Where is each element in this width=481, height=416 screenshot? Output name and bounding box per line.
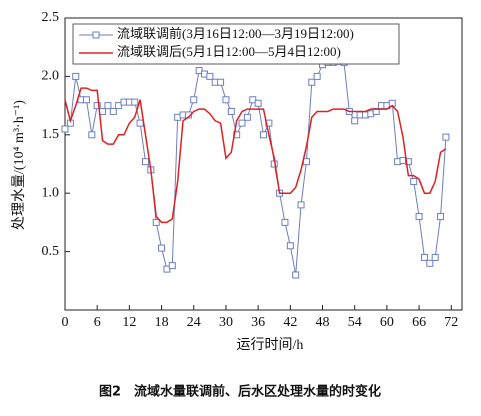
series-marker bbox=[93, 102, 101, 110]
series-marker bbox=[222, 96, 230, 104]
series-marker bbox=[190, 96, 198, 104]
x-tick-label: 0 bbox=[62, 315, 69, 330]
x-tick-label: 54 bbox=[348, 315, 362, 330]
series-marker bbox=[82, 96, 90, 104]
series-marker bbox=[238, 119, 246, 127]
plot-frame bbox=[64, 17, 463, 311]
y-axis-label: 处理水量/(10⁴ m³·h⁻¹) bbox=[11, 100, 27, 230]
series-marker bbox=[131, 98, 139, 106]
x-tick-label: 60 bbox=[380, 315, 394, 330]
series-marker bbox=[227, 107, 235, 115]
legend-box bbox=[72, 23, 400, 65]
series-marker bbox=[99, 107, 107, 115]
series-marker bbox=[136, 119, 144, 127]
y-tick-label: 1.5 bbox=[42, 127, 60, 142]
legend-label: 流域联调后(5月1日12:00—5月4日12:00) bbox=[117, 44, 341, 59]
series-marker bbox=[61, 125, 69, 133]
x-tick-label: 42 bbox=[283, 315, 297, 330]
x-tick-label: 12 bbox=[122, 315, 136, 330]
series-marker bbox=[243, 113, 251, 121]
series-marker bbox=[168, 262, 176, 270]
legend-marker bbox=[92, 31, 100, 39]
series-marker bbox=[404, 158, 412, 166]
series-marker bbox=[249, 96, 257, 104]
series-marker bbox=[426, 259, 434, 267]
series-marker bbox=[442, 133, 450, 141]
x-tick-label: 36 bbox=[251, 315, 265, 330]
x-tick-label: 30 bbox=[219, 315, 233, 330]
series-line bbox=[64, 60, 447, 276]
legend-label: 流域联调前(3月16日12:00—3月19日12:00) bbox=[117, 26, 354, 41]
x-tick-label: 18 bbox=[155, 315, 169, 330]
x-tick-label: 48 bbox=[316, 315, 330, 330]
y-tick-label: 2.5 bbox=[42, 10, 60, 25]
x-tick-label: 24 bbox=[187, 315, 201, 330]
series-marker bbox=[313, 72, 321, 80]
series-marker bbox=[158, 244, 166, 252]
y-tick-label: 1.0 bbox=[42, 185, 60, 200]
y-tick-label: 2.0 bbox=[42, 69, 60, 84]
series-marker bbox=[88, 131, 96, 139]
series-marker bbox=[410, 178, 418, 186]
series-marker bbox=[308, 78, 316, 86]
series-marker bbox=[109, 107, 117, 115]
series-marker bbox=[163, 265, 171, 273]
x-tick-label: 6 bbox=[94, 315, 101, 330]
caption: 图2 流域水量联调前、后水区处理水量的时变化 bbox=[99, 384, 381, 400]
x-tick-label: 66 bbox=[412, 315, 426, 330]
series-marker bbox=[152, 218, 160, 226]
series-marker bbox=[141, 158, 149, 166]
series-marker bbox=[217, 78, 225, 86]
series-marker bbox=[72, 72, 80, 80]
series-marker bbox=[437, 213, 445, 221]
y-tick-label: 0.5 bbox=[42, 244, 60, 259]
series-line bbox=[64, 87, 447, 224]
series-marker bbox=[431, 253, 439, 261]
series-marker bbox=[104, 102, 112, 110]
series-marker bbox=[260, 131, 267, 139]
series-marker bbox=[115, 102, 123, 110]
series-marker bbox=[195, 67, 203, 75]
series-marker bbox=[302, 158, 310, 166]
x-axis-label: 运行时间/h bbox=[237, 337, 304, 353]
series-marker bbox=[286, 242, 294, 250]
series-marker bbox=[206, 72, 214, 80]
series-marker bbox=[351, 117, 359, 125]
series-marker bbox=[415, 213, 423, 221]
series-marker bbox=[292, 271, 300, 279]
series-marker bbox=[281, 218, 289, 226]
x-tick-label: 72 bbox=[444, 315, 458, 330]
series-marker bbox=[420, 253, 428, 261]
series-marker bbox=[254, 99, 262, 107]
series-marker bbox=[297, 201, 305, 209]
